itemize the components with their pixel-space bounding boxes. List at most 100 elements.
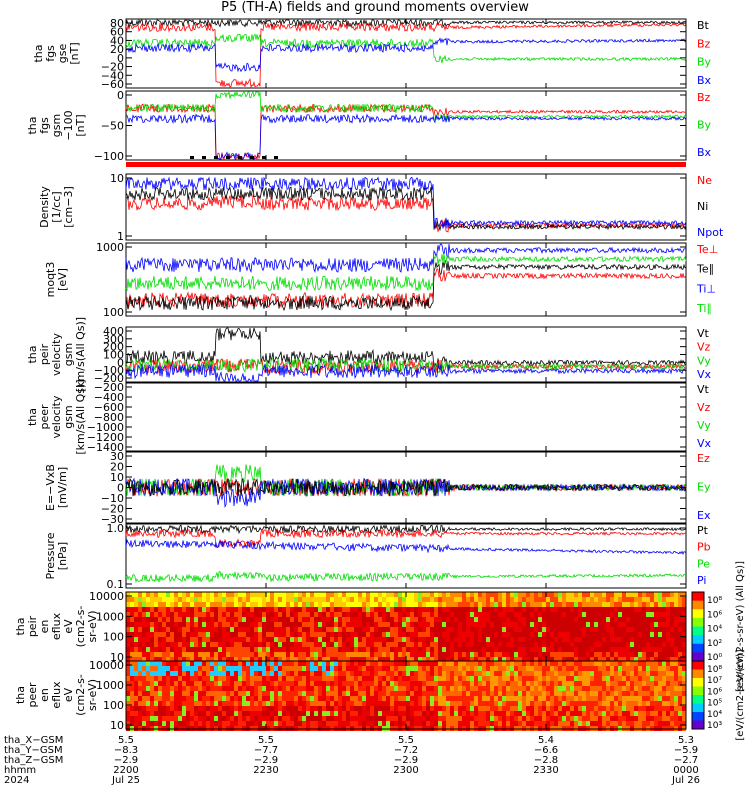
panel-9-cell	[502, 657, 506, 662]
panel-10-cell	[342, 696, 346, 701]
panel-10-cell	[502, 716, 506, 721]
panel-9-cell	[626, 607, 630, 612]
panel-10-cell	[218, 666, 222, 671]
panel-10-cell	[542, 686, 546, 691]
panel-9-cell	[362, 627, 366, 632]
panel-10-cell	[374, 711, 378, 716]
panel-10-cell	[182, 691, 186, 696]
panel-10-cell	[338, 676, 342, 681]
panel-10-cell	[566, 686, 570, 691]
panel-10-cell	[358, 666, 362, 671]
panel-9-cell	[418, 592, 422, 597]
panel-10-cell	[326, 721, 330, 726]
panel-9-cell	[222, 647, 226, 652]
panel-10-cell	[138, 671, 142, 676]
panel-9-cell	[222, 632, 226, 637]
panel-9-cell	[458, 652, 462, 657]
panel-10-cell	[630, 666, 634, 671]
panel-9-cell	[414, 617, 418, 622]
panel-10-cell	[126, 706, 130, 711]
panel-10-cell	[254, 711, 258, 716]
panel-9-cell	[514, 652, 518, 657]
panel-10-cell	[182, 706, 186, 711]
panel-9-cell	[254, 632, 258, 637]
panel-10-cell	[378, 661, 382, 666]
panel-9-cell	[306, 622, 310, 627]
panel-9-cell	[586, 592, 590, 597]
panel-9-cell	[642, 612, 646, 617]
panel-10-cell	[398, 711, 402, 716]
panel-1-legend-By: By	[697, 56, 712, 69]
panel-9-cell	[418, 652, 422, 657]
panel-9-cell	[502, 602, 506, 607]
panel-9-cell	[274, 597, 278, 602]
panel-9-cell	[186, 637, 190, 642]
panel-9-cell	[306, 607, 310, 612]
panel-10-cell	[474, 676, 478, 681]
xaxis-value-3-3: −2.9	[394, 755, 418, 766]
panel-10-cell	[570, 681, 574, 686]
panel-9-cell	[314, 592, 318, 597]
panel-9-cell	[474, 642, 478, 647]
panel-10-cell	[594, 681, 598, 686]
panel-10-cell	[402, 721, 406, 726]
panel-10-cell	[490, 696, 494, 701]
panel-9-cell	[318, 652, 322, 657]
panel-10-cell	[266, 691, 270, 696]
panel-10-cell	[490, 681, 494, 686]
panel-10-cell	[490, 661, 494, 666]
panel-9-cell	[342, 627, 346, 632]
panel-10-cell	[226, 686, 230, 691]
panel-9-cell	[170, 632, 174, 637]
panel-5-ytick-label: 400	[103, 325, 124, 338]
panel-10-cell	[598, 671, 602, 676]
panel-9-cell	[354, 602, 358, 607]
panel-9-cell	[558, 592, 562, 597]
xaxis-value-2-1: −8.3	[114, 745, 138, 756]
panel-9-cell	[146, 642, 150, 647]
panel-9-cell	[454, 647, 458, 652]
panel-10-cell	[154, 666, 158, 671]
panel-9-cell	[306, 597, 310, 602]
panel-9-cell	[190, 597, 194, 602]
panel-9-cell	[562, 612, 566, 617]
panel-9-cell	[270, 622, 274, 627]
panel-10-cell	[418, 696, 422, 701]
panel-10-cell	[342, 686, 346, 691]
panel-9-cell	[218, 632, 222, 637]
panel-10-cell	[430, 716, 434, 721]
panel-9-cell	[630, 602, 634, 607]
panel-10-cell	[554, 666, 558, 671]
panel-9-cell	[206, 637, 210, 642]
panel-9-cell	[670, 592, 674, 597]
panel-1-ytick-label: 60	[110, 26, 124, 39]
panel-10-cell	[138, 681, 142, 686]
panel-10-cell	[266, 706, 270, 711]
panel-10-cell	[502, 676, 506, 681]
panel-9-cell	[506, 592, 510, 597]
panel-9-cell	[406, 657, 410, 662]
panel-9-cell	[430, 657, 434, 662]
panel-10-cell	[162, 721, 166, 726]
panel-9-cell	[442, 592, 446, 597]
panel-10-cell	[282, 711, 286, 716]
panel-9-cell	[522, 612, 526, 617]
panel-9-cell	[674, 647, 678, 652]
panel-10-cell	[138, 721, 142, 726]
panel-9-cell	[670, 657, 674, 662]
panel-9-cell	[562, 652, 566, 657]
panel-10-cell	[650, 711, 654, 716]
panel-10-cell	[198, 666, 202, 671]
panel-10-cell	[330, 661, 334, 666]
panel-9-cell	[390, 652, 394, 657]
panel-10-cell	[482, 711, 486, 716]
panel-9-cell	[302, 652, 306, 657]
panel-9-cell	[218, 607, 222, 612]
panel-10-cell	[402, 701, 406, 706]
panel-10-colorbar-tick: 10⁷	[707, 676, 722, 686]
panel-10-cell	[622, 706, 626, 711]
panel-10-cell	[382, 696, 386, 701]
panel-9-cell	[362, 622, 366, 627]
panel-9-cell	[190, 657, 194, 662]
panel-10-cell	[614, 716, 618, 721]
